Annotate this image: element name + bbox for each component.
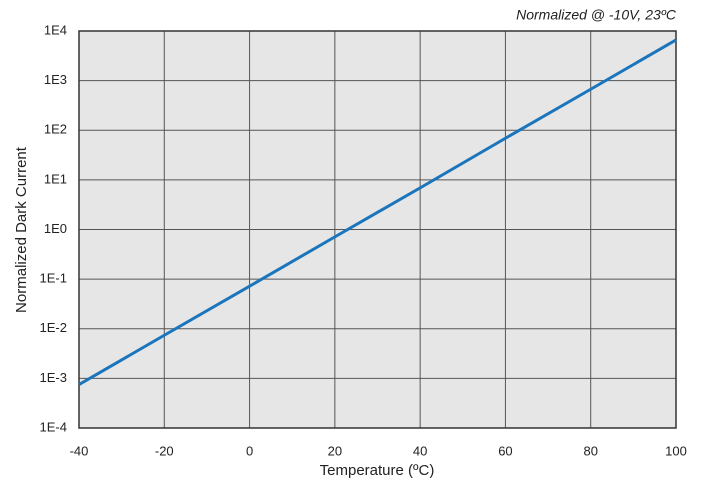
y-tick-label: 1E-3 [40, 370, 67, 385]
x-tick-label: 40 [413, 443, 427, 458]
plot-border [78, 30, 677, 429]
y-tick-label: 1E-2 [40, 320, 67, 335]
y-tick-label: 1E-4 [40, 419, 67, 434]
x-tick-label: 60 [498, 443, 512, 458]
y-tick-label: 1E1 [44, 171, 67, 186]
x-tick-label: 0 [246, 443, 253, 458]
y-tick-label: 1E0 [44, 221, 67, 236]
y-axis-title: Normalized Dark Current [13, 146, 30, 313]
y-tick-label: 1E2 [44, 122, 67, 137]
x-axis-title: Temperature (ºC) [320, 462, 435, 479]
x-tick-label: 100 [665, 443, 687, 458]
x-tick-label: -40 [70, 443, 89, 458]
annotation: Normalized @ -10V, 23ºC [516, 7, 677, 23]
x-tick-label: -20 [155, 443, 174, 458]
y-tick-label: 1E4 [44, 22, 67, 37]
y-tick-label: 1E3 [44, 72, 67, 87]
y-tick-label: 1E-1 [40, 271, 67, 286]
x-tick-label: 20 [328, 443, 342, 458]
data-line [78, 38, 677, 386]
x-tick-label: 80 [583, 443, 597, 458]
